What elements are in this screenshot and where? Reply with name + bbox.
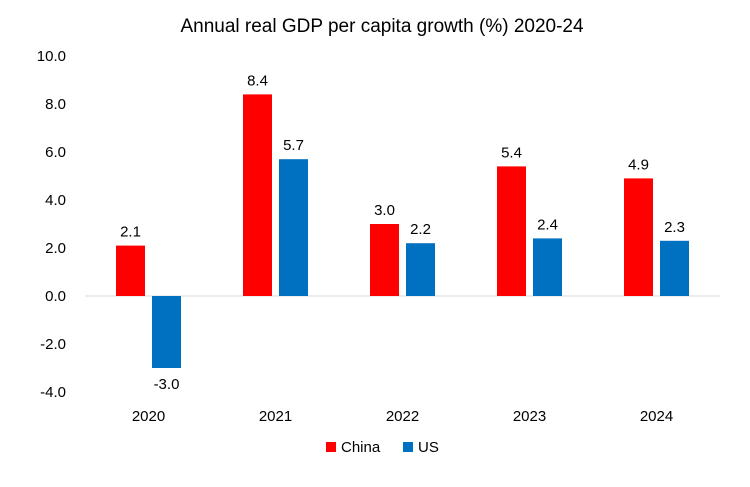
bar-us-2024 [660,240,689,296]
x-tick-label: 2021 [259,408,292,425]
legend-swatch-us [403,442,413,452]
x-tick-label: 2020 [132,408,165,425]
data-label-us-2024: 2.3 [664,219,685,236]
y-tick-label: 10.0 [37,48,66,65]
legend-swatch-china [326,442,336,452]
bar-us-2022 [406,243,435,296]
data-label-china-2022: 3.0 [374,202,395,219]
bar-us-2020 [152,296,181,368]
bar-china-2022 [370,224,399,296]
data-label-china-2021: 8.4 [247,72,268,89]
legend: China US [326,439,439,456]
y-tick-label: -2.0 [40,336,66,353]
y-axis: -4.0 -2.0 0.0 2.0 4.0 6.0 8.0 10.0 [37,48,66,401]
x-axis: 2020 2021 2022 2023 2024 [132,408,673,425]
bar-china-2023 [497,166,526,296]
legend-label-us: US [418,439,439,456]
data-labels: 2.1 -3.0 8.4 5.7 3.0 2.2 5.4 2.4 4.9 2.3 [120,72,685,393]
data-label-us-2023: 2.4 [537,216,558,233]
bar-china-2020 [116,245,145,296]
bar-us-2023 [533,238,562,296]
bar-china-2024 [624,178,653,296]
bar-us-2021 [279,159,308,296]
x-tick-label: 2023 [513,408,546,425]
data-label-us-2020: -3.0 [154,376,180,393]
bar-china-2021 [243,94,272,297]
legend-label-china: China [341,439,381,456]
data-label-china-2024: 4.9 [628,156,649,173]
y-tick-label: 2.0 [45,240,66,257]
data-label-us-2021: 5.7 [283,137,304,154]
bars [116,94,689,368]
y-tick-label: 4.0 [45,192,66,209]
y-tick-label: 8.0 [45,96,66,113]
y-tick-label: 0.0 [45,288,66,305]
y-tick-label: 6.0 [45,144,66,161]
y-tick-label: -4.0 [40,384,66,401]
x-tick-label: 2022 [386,408,419,425]
chart-title: Annual real GDP per capita growth (%) 20… [180,16,584,37]
data-label-china-2020: 2.1 [120,224,141,241]
x-tick-label: 2024 [640,408,673,425]
data-label-china-2023: 5.4 [501,144,522,161]
data-label-us-2022: 2.2 [410,221,431,238]
